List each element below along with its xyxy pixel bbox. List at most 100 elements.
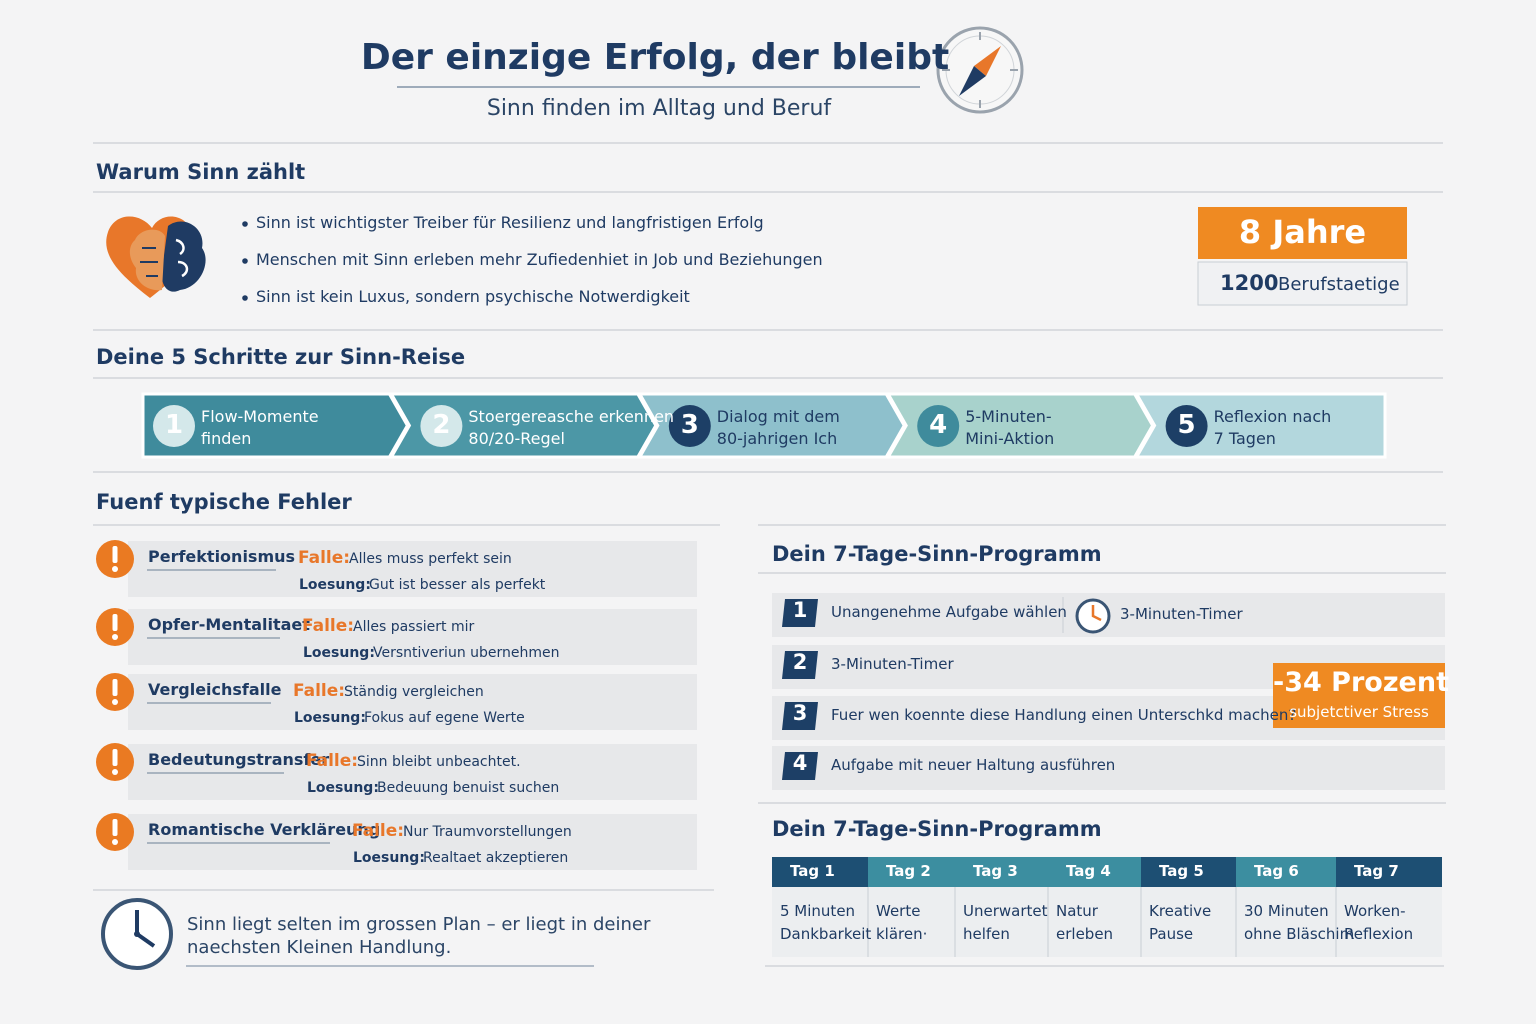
mistake-row: [128, 744, 697, 800]
task-number: 1: [792, 598, 808, 622]
warning-mark: [112, 679, 118, 696]
step-number: 1: [164, 410, 184, 440]
day-text: Reflexion: [1344, 925, 1414, 943]
day-label: Tag 3: [973, 862, 1018, 880]
solution-text: Realtaet akzeptieren: [423, 850, 569, 866]
table-header-cell: [1336, 857, 1442, 887]
day-text: klären·: [876, 925, 928, 943]
step-number: 3: [680, 410, 699, 440]
step-text: 80-jahrigen Ich: [716, 429, 838, 448]
stat-big: -34 Prozent: [1273, 667, 1449, 698]
day-text: 5 Minuten: [780, 902, 856, 920]
step-number: 5: [1177, 410, 1196, 440]
day-text: ohne Bläschim: [1244, 925, 1355, 943]
mistake-name: Opfer-Mentalitaet: [148, 615, 310, 634]
compass-icon: [936, 26, 1024, 114]
mistake-name: Romantische Verkläreung: [148, 820, 381, 839]
solution-text: Versntiveriun ubernehmen: [373, 645, 560, 661]
trap-text: Nur Traumvorstellungen: [403, 824, 572, 840]
task-number-box: [782, 702, 818, 730]
quote-text: naechsten Kleinen Handlung.: [187, 937, 452, 958]
day-text: Unerwartet: [963, 902, 1048, 920]
trap-label: Falle:: [293, 681, 346, 701]
step-text: Stoergereasche erkennen: [468, 407, 675, 426]
day-text: 30 Minuten: [1244, 902, 1329, 920]
day-text: erleben: [1056, 925, 1114, 943]
trap-text: Alles passiert mir: [353, 619, 475, 635]
section-heading: Deine 5 Schritte zur Sinn-Reise: [96, 345, 466, 369]
day-label: Tag 1: [790, 862, 835, 880]
table-header-cell: [868, 857, 955, 887]
step-text: Mini-Aktion: [965, 429, 1055, 448]
trap-text: Alles muss perfekt sein: [349, 551, 512, 567]
table-header-cell: [1048, 857, 1141, 887]
table-header-cell: [772, 857, 868, 887]
step-number-circle: [420, 405, 463, 447]
warning-mark: [112, 819, 118, 836]
quote-text: Sinn liegt selten im grossen Plan – er l…: [187, 914, 651, 935]
bullet: [242, 295, 248, 301]
section-heading: Warum Sinn zählt: [96, 160, 306, 184]
subtitle: Sinn finden im Alltag und Beruf: [486, 96, 832, 121]
step-number-circle: [668, 405, 711, 447]
section-heading: Dein 7-Tage-Sinn-Programm: [772, 542, 1102, 566]
mistake-row: [128, 541, 697, 597]
step-text: 5-Minuten-: [965, 407, 1052, 426]
mistake-row: [128, 674, 697, 730]
task-number-box: [782, 651, 818, 679]
step-number-circle: [153, 405, 195, 447]
step-chevron: [885, 392, 1155, 459]
title: Der einzige Erfolg, der bleibt: [360, 37, 950, 78]
task-row: [772, 746, 1445, 790]
section-heading: Dein 7-Tage-Sinn-Programm: [772, 817, 1102, 841]
table-header-cell: [955, 857, 1048, 887]
bullet-text: Sinn ist kein Luxus, sondern psychische …: [256, 287, 690, 306]
table-body: [772, 887, 1442, 957]
day-label: Tag 2: [886, 862, 931, 880]
solution-label: Loesung:: [353, 850, 425, 866]
mistake-row: [128, 609, 697, 665]
solution-text: Fokus auf egene Werte: [364, 710, 525, 726]
day-text: Natur: [1056, 902, 1098, 920]
task-text: Unangenehme Aufgabe wählen: [831, 603, 1067, 621]
step-chevron: [141, 392, 410, 459]
trap-text: Sinn bleibt unbeachtet.: [357, 754, 521, 770]
mistake-name: Vergleichsfalle: [148, 680, 282, 699]
day-text: Kreative: [1149, 902, 1212, 920]
stat-text: Berufstaetige: [1278, 274, 1400, 295]
task-number: 2: [792, 650, 808, 674]
step-number: 4: [929, 410, 948, 440]
task-number-box: [782, 752, 818, 780]
step-text: Dialog mit dem: [716, 407, 840, 426]
solution-label: Loesung:: [299, 577, 371, 593]
trap-text: Ständig vergleichen: [344, 684, 484, 700]
day-text: Dankbarkeit: [780, 925, 872, 943]
bullet-text: Menschen mit Sinn erleben mehr Zufiedenh…: [256, 250, 823, 269]
day-label: Tag 6: [1254, 862, 1299, 880]
solution-label: Loesung:: [294, 710, 366, 726]
warning-mark: [112, 546, 118, 563]
warning-dot: [112, 769, 118, 775]
step-text: Flow-Momente: [201, 407, 319, 426]
warning-dot: [112, 839, 118, 845]
trap-label: Falle:: [298, 548, 351, 568]
day-label: Tag 5: [1159, 862, 1204, 880]
bullet-text: Sinn ist wichtigster Treiber für Resilie…: [256, 213, 764, 232]
day-label: Tag 4: [1066, 862, 1111, 880]
day-text: Werte: [876, 902, 921, 920]
task-number: 4: [792, 751, 808, 775]
task-text: Aufgabe mit neuer Haltung ausführen: [831, 756, 1116, 774]
bullet: [242, 258, 248, 264]
step-text: 7 Tagen: [1213, 429, 1276, 448]
trap-label: Falle:: [302, 616, 355, 636]
solution-label: Loesung:: [307, 780, 379, 796]
mistake-name: Bedeutungstransfer: [148, 750, 330, 769]
table-header-cell: [1236, 857, 1336, 887]
warning-dot: [112, 699, 118, 705]
solution-text: Gut ist besser als perfekt: [369, 577, 546, 593]
timer-hands: [1091, 605, 1102, 622]
step-number-circle: [1165, 405, 1208, 447]
mistake-row: [128, 814, 697, 870]
solution-text: Bedeuung benuist suchen: [377, 780, 560, 796]
